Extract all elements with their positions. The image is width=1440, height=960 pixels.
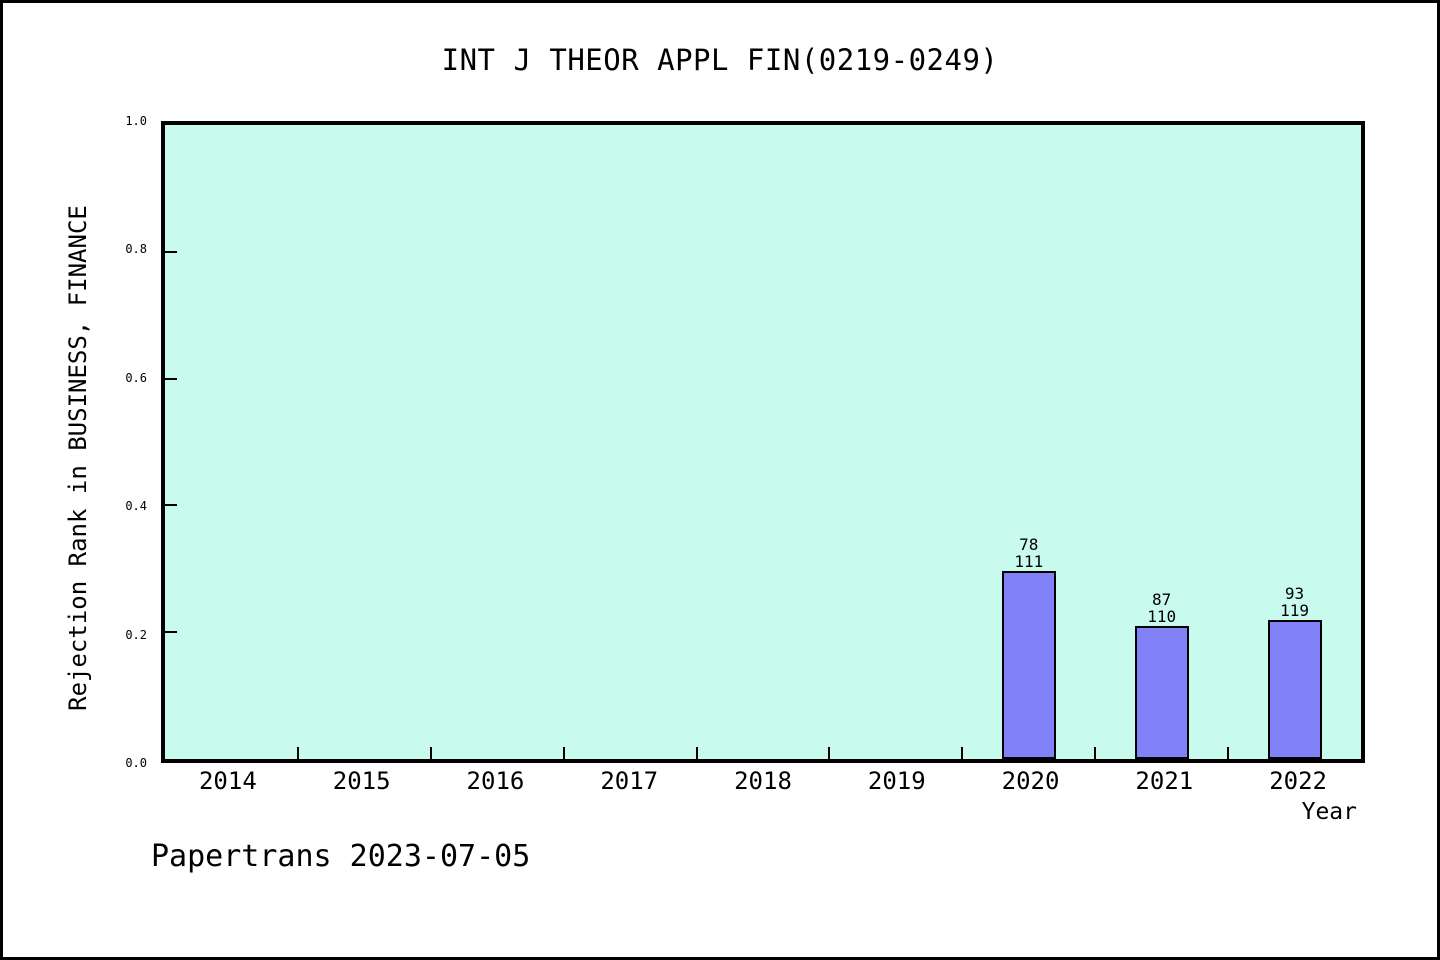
x-tick-label: 2022 xyxy=(1269,767,1328,795)
bar-2021: 87 110 xyxy=(1134,591,1189,759)
x-axis-labels: 2014 2015 2016 2017 2018 2019 2020 2021 2022 xyxy=(161,767,1365,797)
x-tick-label: 2017 xyxy=(600,767,659,795)
bar-label-2022: 93 119 xyxy=(1280,585,1309,619)
bar-label-bottom: 111 xyxy=(1014,551,1044,571)
x-tick-mark xyxy=(1094,747,1097,759)
bar-label-bottom: 119 xyxy=(1280,601,1309,621)
x-tick-mark xyxy=(828,747,831,759)
plot-area: 78 111 87 110 93 119 xyxy=(161,121,1365,763)
x-axis-title: Year xyxy=(1301,799,1357,825)
y-tick-label: 0.6 xyxy=(125,370,147,385)
y-axis-ticks: 0.0 0.2 0.4 0.6 0.8 1.0 xyxy=(3,114,153,770)
x-tick-mark xyxy=(296,747,299,759)
footer-text: Papertrans 2023-07-05 xyxy=(151,839,531,874)
bar-label-top: 87 xyxy=(1152,590,1172,610)
bar-label-2021: 87 110 xyxy=(1147,591,1176,625)
x-tick-label: 2020 xyxy=(1001,767,1060,795)
x-tick-mark xyxy=(695,747,698,759)
x-tick-mark xyxy=(1227,747,1230,759)
chart-title: INT J THEOR APPL FIN(0219-0249) xyxy=(441,43,999,77)
y-tick-label: 0.4 xyxy=(125,499,147,514)
y-tick-label: 0.0 xyxy=(125,756,147,770)
y-tick-mark xyxy=(165,631,177,634)
x-tick-label: 2015 xyxy=(332,767,391,795)
x-tick-mark xyxy=(429,747,432,759)
x-tick-label: 2021 xyxy=(1135,767,1194,795)
bar-2022: 93 119 xyxy=(1267,585,1322,759)
x-tick-mark xyxy=(562,747,565,759)
x-tick-label: 2014 xyxy=(198,767,257,795)
bar-label-bottom: 110 xyxy=(1147,607,1177,627)
y-tick-label: 0.2 xyxy=(125,627,147,642)
y-tick-label: 0.8 xyxy=(125,242,147,257)
y-tick-mark xyxy=(165,504,177,507)
bar-label-top: 78 xyxy=(1019,534,1039,554)
x-tick-label: 2018 xyxy=(734,767,792,795)
bar-label-2020: 78 111 xyxy=(1014,536,1043,570)
y-tick-mark xyxy=(165,250,177,253)
y-tick-label: 1.0 xyxy=(125,114,147,128)
x-tick-label: 2016 xyxy=(466,767,525,795)
bar-2020: 78 111 xyxy=(1001,536,1056,759)
bar-label-top: 93 xyxy=(1284,584,1305,604)
x-tick-label: 2019 xyxy=(867,767,926,795)
x-tick-mark xyxy=(961,747,964,759)
y-tick-mark xyxy=(165,377,177,380)
